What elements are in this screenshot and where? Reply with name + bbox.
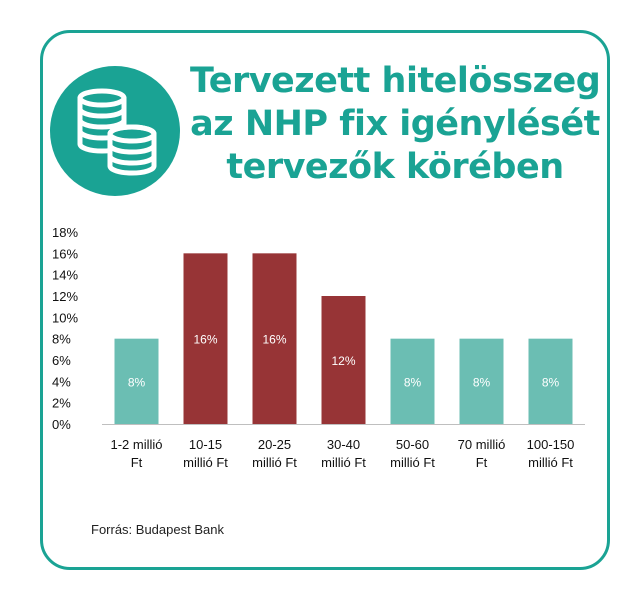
bar xyxy=(183,253,228,424)
data-label: 8% xyxy=(404,375,422,389)
data-label: 8% xyxy=(473,375,491,389)
y-tick-label: 6% xyxy=(52,353,71,368)
y-tick-label: 8% xyxy=(52,332,71,347)
x-tick-label: millió Ft xyxy=(321,455,366,470)
bar xyxy=(528,338,573,424)
y-tick-label: 14% xyxy=(52,268,78,283)
source-note: Forrás: Budapest Bank xyxy=(91,522,224,537)
title-line-1: Tervezett hitelösszeg xyxy=(190,61,601,101)
x-tick-label: millió Ft xyxy=(183,455,228,470)
y-tick-label: 0% xyxy=(52,417,71,432)
x-tick-label: 30-40 xyxy=(327,437,360,452)
x-tick-label: millió Ft xyxy=(528,455,573,470)
x-tick-label: 10-15 xyxy=(189,437,222,452)
y-tick-label: 10% xyxy=(52,310,78,325)
y-tick-label: 16% xyxy=(52,246,78,261)
title-line-3: tervezők körében xyxy=(226,147,564,187)
x-tick-label: 1-2 millió xyxy=(110,437,162,452)
coins-stack-icon xyxy=(50,66,180,196)
x-tick-label: Ft xyxy=(476,455,488,470)
bar xyxy=(321,296,366,424)
y-tick-label: 2% xyxy=(52,396,71,411)
y-tick-label: 12% xyxy=(52,289,78,304)
y-tick-label: 4% xyxy=(52,374,71,389)
x-tick-label: 50-60 xyxy=(396,437,429,452)
x-tick-label: 20-25 xyxy=(258,437,291,452)
bar xyxy=(252,253,297,424)
bar xyxy=(459,338,504,424)
bar xyxy=(114,338,159,424)
x-tick-label: millió Ft xyxy=(390,455,435,470)
data-label: 8% xyxy=(542,375,560,389)
data-label: 16% xyxy=(262,333,286,347)
title-line-2: az NHP fix igénylését xyxy=(190,104,600,144)
x-tick-label: 70 millió xyxy=(458,437,506,452)
page-title: Tervezett hitelösszeg az NHP fix igénylé… xyxy=(190,60,601,189)
bar xyxy=(390,338,435,424)
data-label: 12% xyxy=(331,354,355,368)
data-label: 16% xyxy=(193,333,217,347)
y-tick-label: 18% xyxy=(52,225,78,240)
x-tick-label: 100-150 xyxy=(527,437,575,452)
x-tick-label: millió Ft xyxy=(252,455,297,470)
data-label: 8% xyxy=(128,375,146,389)
x-tick-label: Ft xyxy=(131,455,143,470)
